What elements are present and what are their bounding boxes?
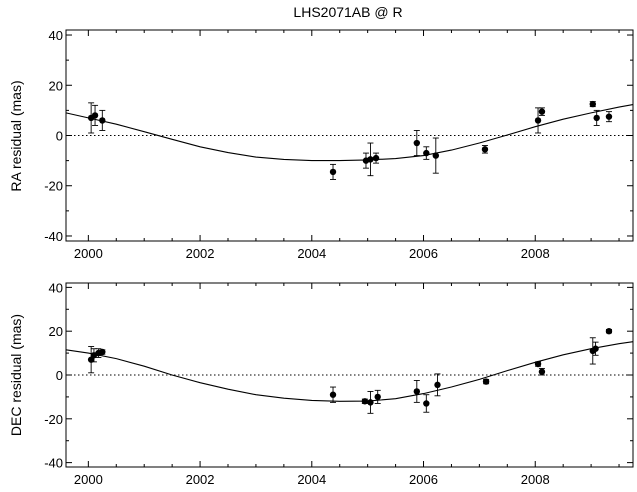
dec-y-tick-label: -40 — [44, 456, 63, 471]
dec-model-curve — [65, 341, 634, 402]
ra-x-tick-label: 2006 — [409, 246, 438, 261]
dec-y-tick-label: 20 — [49, 324, 63, 339]
ra-data-point — [329, 168, 337, 176]
ra-y-tick-label: 40 — [49, 28, 63, 43]
dec-data-point — [367, 399, 374, 406]
ra-x-tick-label: 2008 — [521, 246, 550, 261]
dec-data-point — [361, 398, 369, 405]
ra-data-point — [367, 156, 374, 163]
dec-data-point — [538, 368, 546, 375]
dec-x-tick-label: 2002 — [186, 472, 215, 487]
ra-plot-area: 2000 2002 2004 2006 2008 -40 -20 0 20 40 — [44, 28, 634, 261]
ra-data-point — [481, 146, 489, 153]
dec-data-point — [605, 327, 613, 335]
dec-data-point — [423, 400, 430, 407]
ra-data-point — [99, 117, 106, 124]
ra-x-tick-label: 2000 — [74, 246, 103, 261]
dec-data-point — [374, 393, 381, 401]
ra-data-point — [589, 100, 596, 108]
dec-data-point — [413, 388, 421, 395]
ra-axis-ylabel: RA residual (mas) — [8, 80, 24, 191]
ra-panel: RA residual (mas) 2000 2002 2004 2006 2008 -4… — [8, 28, 634, 261]
dec-data-point — [329, 391, 337, 398]
ra-y-tick-label: 20 — [49, 78, 63, 93]
dec-data-point — [434, 381, 441, 389]
ra-data-point — [413, 139, 421, 147]
ra-data-point — [432, 152, 440, 159]
ra-x-tick-label: 2004 — [297, 246, 326, 261]
dec-axis-ylabel: DEC residual (mas) — [8, 314, 24, 436]
ra-y-tick-label: -40 — [44, 229, 63, 244]
ra-data-point — [91, 112, 99, 119]
dec-x-tick-label: 2004 — [297, 472, 326, 487]
dec-y-tick-label: 40 — [49, 280, 63, 295]
dec-data-point — [482, 378, 490, 385]
dec-x-tick-label: 2006 — [409, 472, 438, 487]
ra-data-point — [534, 117, 542, 124]
ra-data-point — [605, 113, 613, 120]
ra-y-tick-label: -20 — [44, 179, 63, 194]
dec-panel: DEC residual (mas) 2000 2002 2004 2006 2008 -… — [8, 280, 634, 487]
dec-x-tick-label: 2008 — [521, 472, 550, 487]
ra-data-point — [372, 154, 380, 162]
dec-data-point — [592, 345, 599, 352]
dec-plot-area: 2000 2002 2004 2006 2008 -40 -20 0 20 40 — [44, 280, 634, 487]
ra-x-tick-label: 2002 — [186, 246, 215, 261]
figure-title: LHS2071AB @ R — [293, 4, 402, 20]
ra-y-tick-label: 0 — [56, 129, 63, 144]
dec-y-tick-label: 0 — [56, 368, 63, 383]
dec-data-point — [99, 348, 106, 356]
dec-y-tick-label: -20 — [44, 412, 63, 427]
ra-data-point — [423, 149, 430, 157]
dec-data-point — [534, 360, 542, 368]
ra-data-point — [538, 108, 546, 115]
ra-model-curve — [65, 104, 634, 162]
ra-data-point — [593, 114, 600, 122]
dec-x-tick-label: 2000 — [74, 472, 103, 487]
